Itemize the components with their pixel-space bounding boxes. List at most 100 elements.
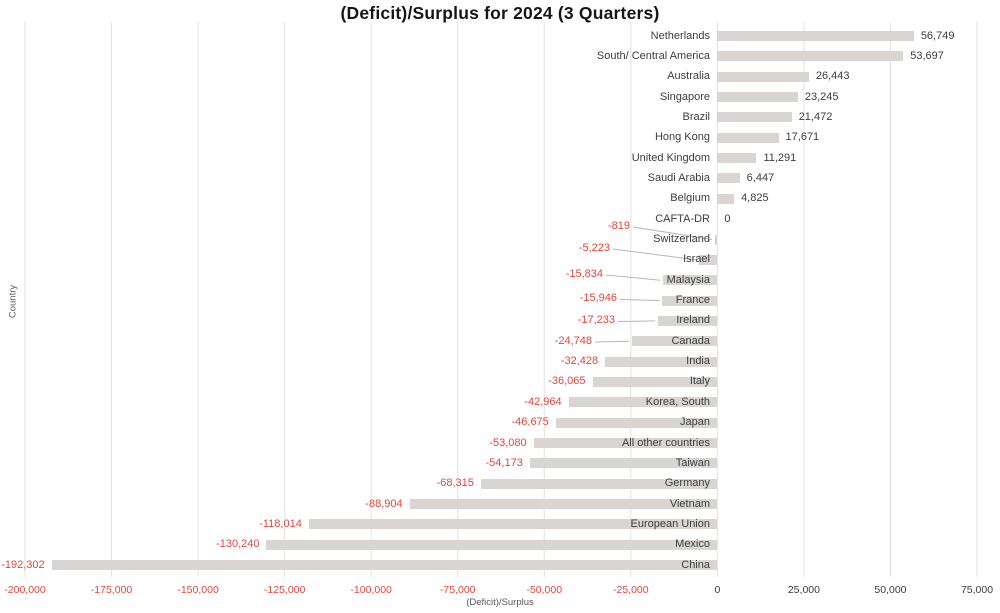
bar	[717, 153, 757, 164]
country-label: Netherlands	[650, 29, 710, 42]
value-label: -192,302	[1, 558, 45, 571]
value-label: 21,472	[798, 110, 833, 123]
bar	[533, 438, 718, 448]
country-label: Israel	[683, 253, 710, 266]
bar	[266, 539, 718, 550]
bar	[631, 336, 718, 347]
bar	[308, 519, 718, 530]
x-tick-label: -25,000	[613, 584, 649, 596]
bar	[714, 234, 718, 245]
value-label: 6,447	[746, 171, 775, 184]
bar	[717, 112, 792, 123]
country-label: Australia	[667, 70, 710, 83]
value-label: -46,675	[511, 416, 549, 429]
x-tick-label: 0	[714, 584, 721, 596]
country-label: Canada	[671, 334, 710, 347]
country-label: Japan	[680, 416, 710, 429]
country-label: Germany	[664, 477, 710, 490]
bar	[51, 560, 718, 571]
bar	[717, 132, 779, 143]
bar	[717, 173, 740, 184]
bar	[662, 295, 718, 306]
value-label: -15,946	[579, 292, 617, 304]
country-label: United Kingdom	[631, 151, 710, 164]
country-label: Saudi Arabia	[647, 171, 710, 184]
value-label: -24,748	[554, 334, 592, 347]
chart-title: (Deficit)/Surplus for 2024 (3 Quarters)	[340, 3, 660, 23]
value-label: -130,240	[216, 538, 260, 551]
value-label: 4,825	[741, 192, 769, 205]
x-tick-label: 50,000	[874, 584, 907, 596]
country-label: All other countries	[621, 436, 710, 449]
value-label: -17,233	[577, 314, 615, 326]
bar	[662, 275, 718, 286]
country-label: Mexico	[675, 538, 710, 551]
x-axis-title: (Deficit)/Surplus	[466, 597, 534, 608]
leader-line	[605, 274, 661, 281]
value-label: -819	[607, 219, 630, 232]
x-tick-label: 75,000	[960, 584, 994, 596]
country-label: Belgium	[670, 192, 710, 205]
leader-line	[617, 320, 656, 322]
bar	[480, 478, 718, 489]
bar	[555, 417, 718, 428]
x-tick-label: -125,000	[263, 584, 306, 596]
bar	[409, 499, 718, 510]
bar	[699, 254, 718, 265]
leader-line	[594, 340, 630, 343]
value-label: 0	[724, 212, 731, 225]
value-label: -36,065	[548, 375, 586, 388]
value-label: -5,223	[578, 241, 610, 254]
bar	[592, 376, 718, 387]
value-label: 26,443	[815, 70, 850, 83]
bar	[529, 458, 718, 469]
leader-line	[619, 299, 660, 302]
x-tick-label: 25,000	[787, 584, 820, 596]
value-label: -32,428	[560, 355, 599, 368]
country-label: India	[686, 355, 710, 368]
bar	[717, 31, 914, 41]
value-label: -54,173	[485, 456, 523, 469]
x-tick-label: -150,000	[177, 584, 219, 596]
value-label: -88,904	[365, 497, 403, 510]
country-label: Singapore	[659, 90, 710, 103]
country-label: Malaysia	[666, 273, 710, 286]
bar	[657, 315, 718, 326]
country-label: Switzerland	[653, 233, 710, 245]
bar	[605, 356, 718, 367]
bar	[717, 193, 735, 204]
bar	[717, 51, 904, 62]
value-label: -15,834	[565, 267, 603, 280]
bar	[717, 92, 798, 103]
country-label: CAFTA-DR	[655, 212, 710, 225]
value-label: 53,697	[910, 49, 944, 62]
leader-line	[632, 226, 713, 240]
bar	[568, 397, 718, 408]
value-label: 23,245	[804, 90, 839, 103]
country-label: China	[681, 558, 710, 571]
country-label: Taiwan	[675, 456, 710, 469]
country-label: Hong Kong	[654, 131, 710, 144]
value-label: 11,291	[763, 151, 797, 164]
leader-line	[612, 248, 697, 261]
value-label: 56,749	[920, 29, 955, 42]
country-label: Korea, South	[645, 395, 710, 408]
value-label: -68,315	[436, 477, 474, 490]
country-label: Brazil	[682, 110, 710, 123]
country-label: Ireland	[676, 314, 710, 327]
bar	[717, 71, 809, 82]
x-tick-label: -200,000	[4, 584, 46, 596]
x-tick-label: -75,000	[439, 584, 476, 596]
value-label: -42,964	[524, 395, 562, 408]
value-label: -118,014	[259, 517, 302, 530]
country-label: Italy	[689, 375, 710, 388]
x-tick-label: -175,000	[90, 584, 133, 596]
country-label: European Union	[630, 517, 710, 530]
x-tick-label: -50,000	[526, 584, 563, 596]
country-label: France	[675, 294, 710, 307]
value-label: 17,671	[785, 131, 820, 144]
x-tick-label: -100,000	[350, 584, 392, 596]
